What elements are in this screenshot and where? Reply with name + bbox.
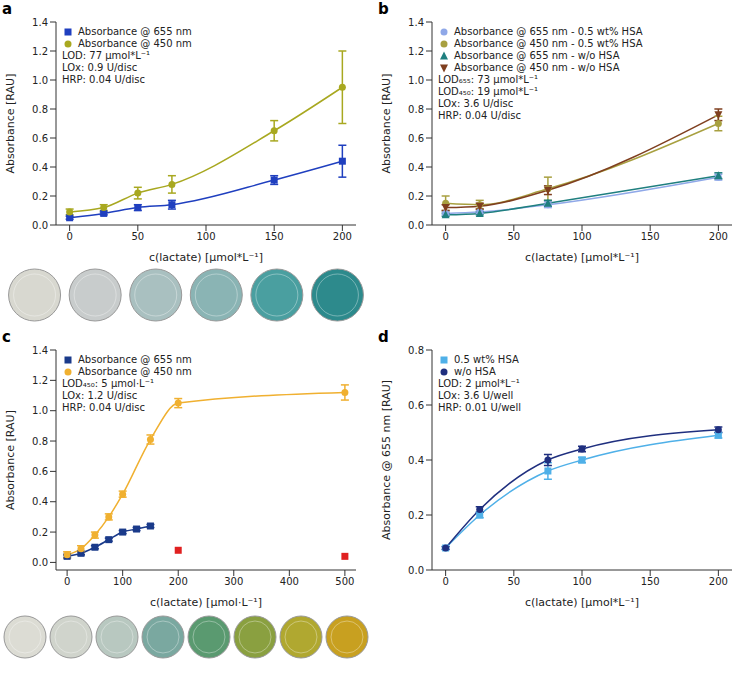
- svg-text:1.0: 1.0: [32, 405, 48, 416]
- svg-text:0.8: 0.8: [32, 104, 48, 115]
- svg-text:c(lactate) [µmol*L⁻¹]: c(lactate) [µmol*L⁻¹]: [525, 596, 639, 609]
- svg-text:Absorbance [RAU]: Absorbance [RAU]: [4, 74, 17, 174]
- svg-text:0.8: 0.8: [408, 104, 424, 115]
- svg-text:Absorbance [RAU]: Absorbance [RAU]: [4, 410, 17, 510]
- html-text:w/o HSA: w/o HSA: [454, 366, 496, 377]
- html-text:HRP: 0.04 U/disc: HRP: 0.04 U/disc: [438, 110, 521, 121]
- svg-text:0.6: 0.6: [408, 133, 424, 144]
- svg-text:0.2: 0.2: [32, 527, 48, 538]
- html-text:Absorbance @ 655 nm - 0.5 wt%: Absorbance @ 655 nm - 0.5 wt% HSA: [454, 26, 643, 37]
- svg-text:1.2: 1.2: [32, 375, 48, 386]
- html-text:Absorbance @ 450 nm - w/o HSA: Absorbance @ 450 nm - w/o HSA: [454, 62, 620, 73]
- svg-text:100: 100: [113, 576, 132, 587]
- html-text:LOx: 0.9 U/disc: LOx: 0.9 U/disc: [62, 62, 138, 73]
- svg-text:0: 0: [64, 576, 70, 587]
- html-text:a: a: [2, 0, 13, 18]
- svg-text:1.4: 1.4: [32, 17, 48, 28]
- html-text:LOD₄₅₀: 19 µmol*L⁻¹: LOD₄₅₀: 19 µmol*L⁻¹: [438, 86, 539, 97]
- svg-text:1.4: 1.4: [32, 345, 48, 356]
- html-text:LOD: 77 µmol*L⁻¹: LOD: 77 µmol*L⁻¹: [62, 50, 151, 61]
- svg-text:100: 100: [572, 231, 591, 242]
- html-text:b: b: [378, 0, 389, 18]
- html-text:Absorbance @ 655 nm: Absorbance @ 655 nm: [78, 26, 192, 37]
- html-text:Absorbance @ 655 nm - w/o HSA: Absorbance @ 655 nm - w/o HSA: [454, 50, 620, 61]
- svg-text:150: 150: [641, 231, 660, 242]
- svg-text:200: 200: [709, 576, 728, 587]
- svg-text:0.6: 0.6: [408, 400, 424, 411]
- svg-text:50: 50: [507, 576, 520, 587]
- svg-text:300: 300: [224, 576, 243, 587]
- svg-text:0.4: 0.4: [408, 162, 424, 173]
- svg-text:200: 200: [333, 231, 352, 242]
- svg-text:0.4: 0.4: [408, 455, 424, 466]
- svg-text:50: 50: [507, 231, 520, 242]
- svg-text:0: 0: [66, 231, 72, 242]
- svg-text:0.0: 0.0: [408, 220, 424, 231]
- svg-text:c(lactate) [µmol·L⁻¹]: c(lactate) [µmol·L⁻¹]: [150, 596, 262, 609]
- svg-text:0.2: 0.2: [32, 191, 48, 202]
- svg-text:0: 0: [442, 231, 448, 242]
- html-text:c: c: [2, 328, 11, 346]
- svg-text:1.0: 1.0: [408, 75, 424, 86]
- html-text:Absorbance @ 450 nm - 0.5 wt%: Absorbance @ 450 nm - 0.5 wt% HSA: [454, 38, 643, 49]
- svg-text:0.0: 0.0: [32, 557, 48, 568]
- svg-text:200: 200: [709, 231, 728, 242]
- svg-text:150: 150: [265, 231, 284, 242]
- svg-text:Absorbance @ 655 nm [RAU]: Absorbance @ 655 nm [RAU]: [380, 380, 393, 540]
- html-text:d: d: [378, 328, 389, 346]
- svg-text:500: 500: [335, 576, 354, 587]
- svg-text:0.2: 0.2: [408, 510, 424, 521]
- svg-text:100: 100: [572, 576, 591, 587]
- svg-text:0: 0: [442, 576, 448, 587]
- html-text:HRP: 0.01 U/well: HRP: 0.01 U/well: [438, 402, 522, 413]
- html-text:HRP: 0.04 U/disc: HRP: 0.04 U/disc: [62, 402, 145, 413]
- html-text:LOx: 3.6 U/well: LOx: 3.6 U/well: [438, 390, 514, 401]
- svg-text:1.2: 1.2: [32, 46, 48, 57]
- svg-text:100: 100: [196, 231, 215, 242]
- svg-text:1.0: 1.0: [32, 75, 48, 86]
- svg-text:0.0: 0.0: [408, 565, 424, 576]
- svg-text:50: 50: [131, 231, 144, 242]
- svg-text:0.4: 0.4: [32, 496, 48, 507]
- svg-text:0.6: 0.6: [32, 133, 48, 144]
- svg-text:Absorbance [RAU]: Absorbance [RAU]: [380, 74, 393, 174]
- html-text:LOD₄₅₀: 5 µmol·L⁻¹: LOD₄₅₀: 5 µmol·L⁻¹: [62, 378, 154, 389]
- html-text:HRP: 0.04 U/disc: HRP: 0.04 U/disc: [62, 74, 145, 85]
- svg-text:150: 150: [641, 576, 660, 587]
- svg-text:0.8: 0.8: [32, 436, 48, 447]
- html-text:Absorbance @ 655 nm: Absorbance @ 655 nm: [78, 354, 192, 365]
- svg-text:c(lactate) [µmol*L⁻¹]: c(lactate) [µmol*L⁻¹]: [149, 251, 263, 264]
- svg-text:0.8: 0.8: [408, 345, 424, 356]
- svg-text:0.2: 0.2: [408, 191, 424, 202]
- html-text:Absorbance @ 450 nm: Absorbance @ 450 nm: [78, 366, 192, 377]
- svg-text:0.6: 0.6: [32, 466, 48, 477]
- html-text:LOx: 1.2 U/disc: LOx: 1.2 U/disc: [62, 390, 138, 401]
- svg-text:c(lactate) [µmol*L⁻¹]: c(lactate) [µmol*L⁻¹]: [525, 251, 639, 264]
- svg-text:400: 400: [280, 576, 299, 587]
- html-text:Absorbance @ 450 nm: Absorbance @ 450 nm: [78, 38, 192, 49]
- html-text:LOD: 2 µmol*L⁻¹: LOD: 2 µmol*L⁻¹: [438, 378, 520, 389]
- html-text:LOD₆₅₅: 73 µmol*L⁻¹: LOD₆₅₅: 73 µmol*L⁻¹: [438, 74, 539, 85]
- svg-text:1.4: 1.4: [408, 17, 424, 28]
- svg-text:0.0: 0.0: [32, 220, 48, 231]
- svg-text:0.4: 0.4: [32, 162, 48, 173]
- svg-text:1.2: 1.2: [408, 46, 424, 57]
- html-text:0.5 wt% HSA: 0.5 wt% HSA: [454, 354, 519, 365]
- svg-text:200: 200: [169, 576, 188, 587]
- html-text:LOx: 3.6 U/disc: LOx: 3.6 U/disc: [438, 98, 514, 109]
